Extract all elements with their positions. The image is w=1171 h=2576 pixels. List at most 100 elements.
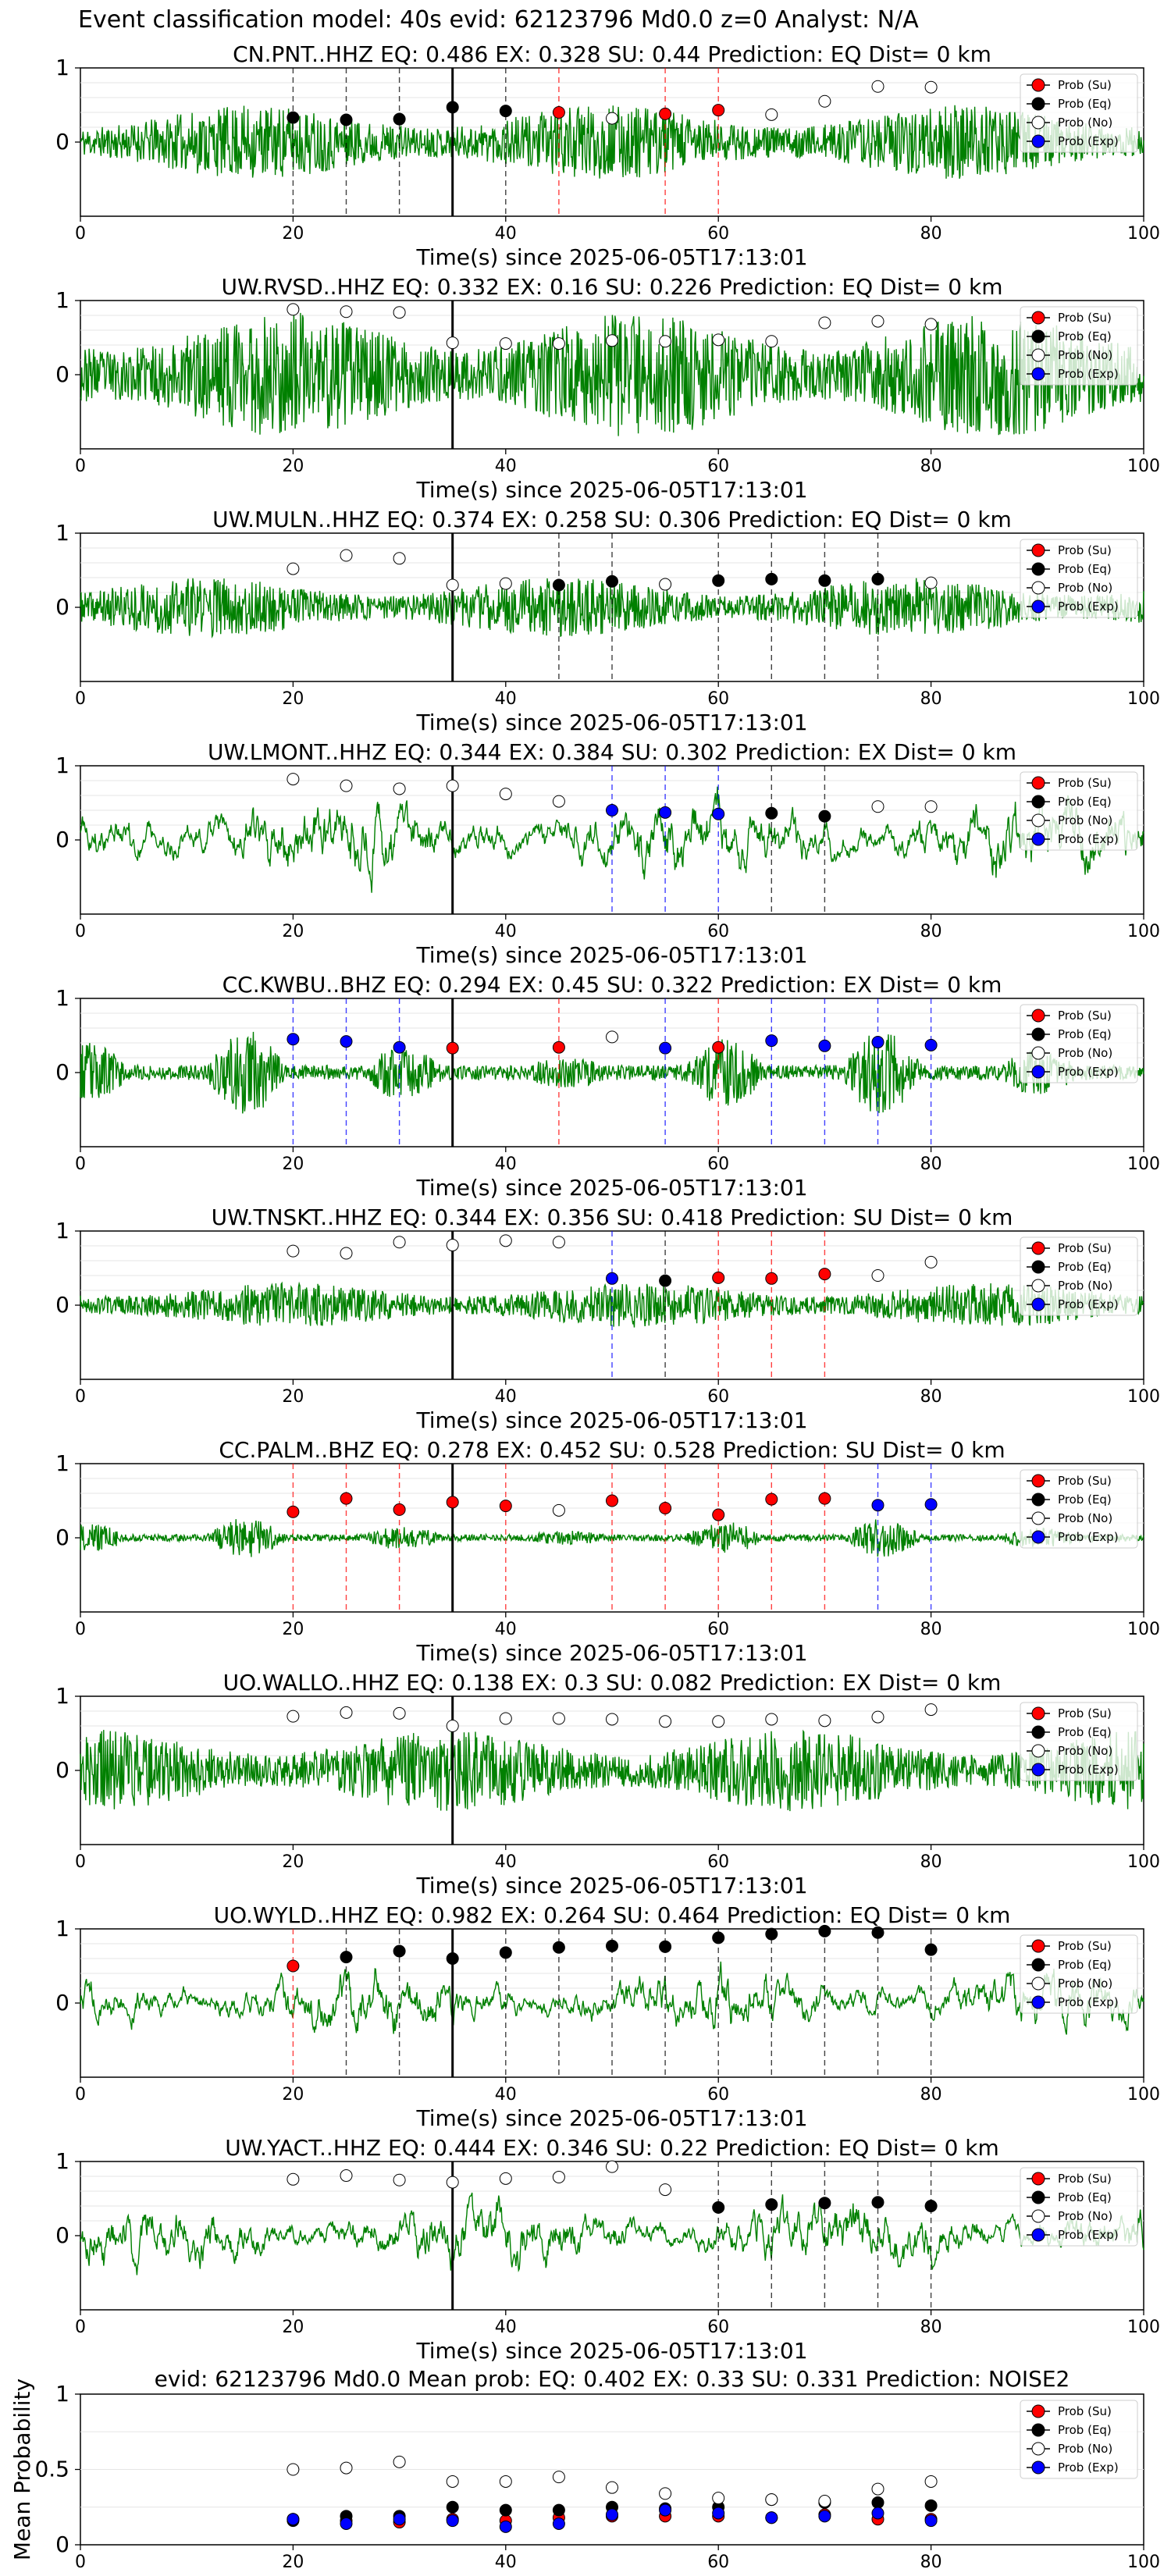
station-0-legend-label: Prob (Eq): [1058, 97, 1112, 111]
station-3-legend-label: Prob (No): [1058, 813, 1112, 827]
station-4-waveform: [80, 1031, 1144, 1114]
station-1-xtick-label: 80: [920, 457, 942, 476]
station-2-legend-label: Prob (Su): [1058, 543, 1112, 557]
station-2-prob-marker: [552, 578, 565, 592]
station-8-xtick-label: 20: [282, 2085, 304, 2105]
station-8-panel: UO.WYLD..HHZ EQ: 0.982 EX: 0.264 SU: 0.4…: [55, 1902, 1160, 2131]
station-2-prob-marker: [446, 578, 459, 592]
mean-prob-marker: [393, 2513, 406, 2526]
station-6-xtick-label: 0: [75, 1620, 86, 1639]
station-0-xtick-label: 100: [1127, 224, 1160, 244]
station-9-prob-marker: [552, 2170, 565, 2183]
mean-prob-marker: [446, 2514, 459, 2528]
mean-prob-xtick-label: 0: [75, 2553, 86, 2572]
mean-prob-marker: [340, 2517, 353, 2530]
station-5-prob-marker: [287, 1244, 300, 1258]
mean-prob-ytick-label: 1: [55, 2381, 69, 2407]
mean-prob-marker: [446, 2475, 459, 2488]
station-1-xtick-label: 0: [75, 457, 86, 476]
station-8-prob-marker: [340, 1951, 353, 1964]
station-0-ytick-label: 0: [55, 129, 69, 155]
station-0-prob-marker: [924, 80, 938, 94]
station-7-waveform: [80, 1729, 1144, 1812]
station-5-prob-marker: [818, 1268, 831, 1281]
station-1-xtick-label: 60: [707, 457, 729, 476]
station-3-xtick-label: 80: [920, 922, 942, 941]
station-8-xlabel: Time(s) since 2025-06-05T17:13:01: [415, 2105, 807, 2131]
station-3-xtick-label: 40: [495, 922, 517, 941]
station-7-legend-label: Prob (Exp): [1058, 1763, 1119, 1777]
station-1-prob-marker: [871, 315, 884, 328]
mean-prob-legend-label: Prob (Su): [1058, 2404, 1112, 2418]
mean-prob-marker: [552, 2503, 565, 2517]
station-7-prob-marker: [446, 1720, 459, 1732]
mean-prob-marker: [287, 2513, 300, 2526]
station-0-ytick-label: 1: [55, 55, 69, 80]
mean-prob-marker: [818, 2510, 831, 2523]
station-8-legend-marker: [1031, 1976, 1045, 1991]
station-0-xlabel: Time(s) since 2025-06-05T17:13:01: [415, 244, 807, 270]
station-8-prob-marker: [712, 1931, 725, 1944]
station-7-ytick-label: 1: [55, 1683, 69, 1709]
mean-prob-marker: [393, 2455, 406, 2468]
station-8-xtick-label: 60: [707, 2085, 729, 2105]
station-2-ytick-label: 0: [55, 594, 69, 620]
station-2-title: UW.MULN..HHZ EQ: 0.374 EX: 0.258 SU: 0.3…: [212, 507, 1012, 532]
station-9-prob-marker: [606, 2160, 618, 2173]
station-5-legend-label: Prob (No): [1058, 1279, 1112, 1293]
station-9-legend-label: Prob (No): [1058, 2209, 1112, 2223]
mean-prob-marker: [287, 2463, 300, 2476]
station-5-prob-marker: [659, 1274, 672, 1287]
station-8-prob-marker: [393, 1944, 406, 1958]
station-6-legend-marker: [1031, 1511, 1045, 1525]
station-3-legend-label: Prob (Su): [1058, 776, 1112, 790]
station-4-xtick-label: 20: [282, 1155, 304, 1174]
station-9-legend-marker: [1031, 2209, 1045, 2223]
station-7-prob-marker: [712, 1715, 725, 1728]
station-6-prob-marker: [818, 1492, 831, 1505]
station-0-panel: CN.PNT..HHZ EQ: 0.486 EX: 0.328 SU: 0.44…: [55, 41, 1160, 270]
station-0-xtick-label: 0: [75, 224, 86, 244]
station-4-prob-marker: [287, 1033, 300, 1046]
mean-prob-marker: [340, 2461, 353, 2475]
station-4-xlabel: Time(s) since 2025-06-05T17:13:01: [415, 1175, 807, 1201]
station-9-xtick-label: 60: [707, 2318, 729, 2337]
station-6-prob-marker: [765, 1493, 778, 1506]
station-9-prob-marker: [287, 2172, 300, 2186]
station-5-xtick-label: 100: [1127, 1387, 1160, 1407]
station-7-legend-label: Prob (No): [1058, 1744, 1112, 1758]
station-1-xtick-label: 20: [282, 457, 304, 476]
station-5-prob-marker: [712, 1271, 725, 1284]
station-0-prob-marker: [871, 80, 884, 93]
station-6-prob-marker: [924, 1498, 938, 1511]
station-0-xtick-label: 80: [920, 224, 942, 244]
station-4-prob-marker: [765, 1034, 778, 1048]
station-4-legend-box: [1020, 1004, 1138, 1083]
station-6-prob-marker: [712, 1508, 725, 1521]
station-7-legend-marker: [1031, 1744, 1045, 1758]
station-1-prob-marker: [606, 334, 618, 347]
station-1-prob-marker: [340, 305, 353, 318]
station-2-xlabel: Time(s) since 2025-06-05T17:13:01: [415, 710, 807, 735]
station-6-xtick-label: 20: [282, 1620, 304, 1639]
mean-prob-panel: evid: 62123796 Md0.0 Mean prob: EQ: 0.40…: [9, 2366, 1160, 2572]
station-0-prob-marker: [606, 112, 618, 125]
station-0-waveform: [80, 105, 1144, 179]
station-8-xtick-label: 40: [495, 2085, 517, 2105]
station-6-prob-marker: [659, 1502, 672, 1514]
station-4-prob-marker: [446, 1041, 459, 1055]
station-9-prob-marker: [446, 2176, 459, 2189]
station-1-legend-label: Prob (No): [1058, 348, 1112, 362]
station-7-prob-marker: [393, 1706, 406, 1720]
station-9-legend-box: [1020, 2167, 1138, 2247]
station-2-legend-marker: [1031, 543, 1045, 557]
station-8-legend-label: Prob (No): [1058, 1976, 1112, 1991]
station-5-xtick-label: 60: [707, 1387, 729, 1407]
station-9-panel: UW.YACT..HHZ EQ: 0.444 EX: 0.346 SU: 0.2…: [55, 2135, 1160, 2364]
station-7-legend-label: Prob (Eq): [1058, 1725, 1112, 1739]
station-3-legend-marker: [1031, 813, 1045, 827]
station-2-legend-label: Prob (No): [1058, 581, 1112, 595]
station-5-prob-marker: [499, 1234, 512, 1247]
mean-prob-marker: [818, 2495, 831, 2508]
station-5-prob-marker: [393, 1236, 406, 1249]
